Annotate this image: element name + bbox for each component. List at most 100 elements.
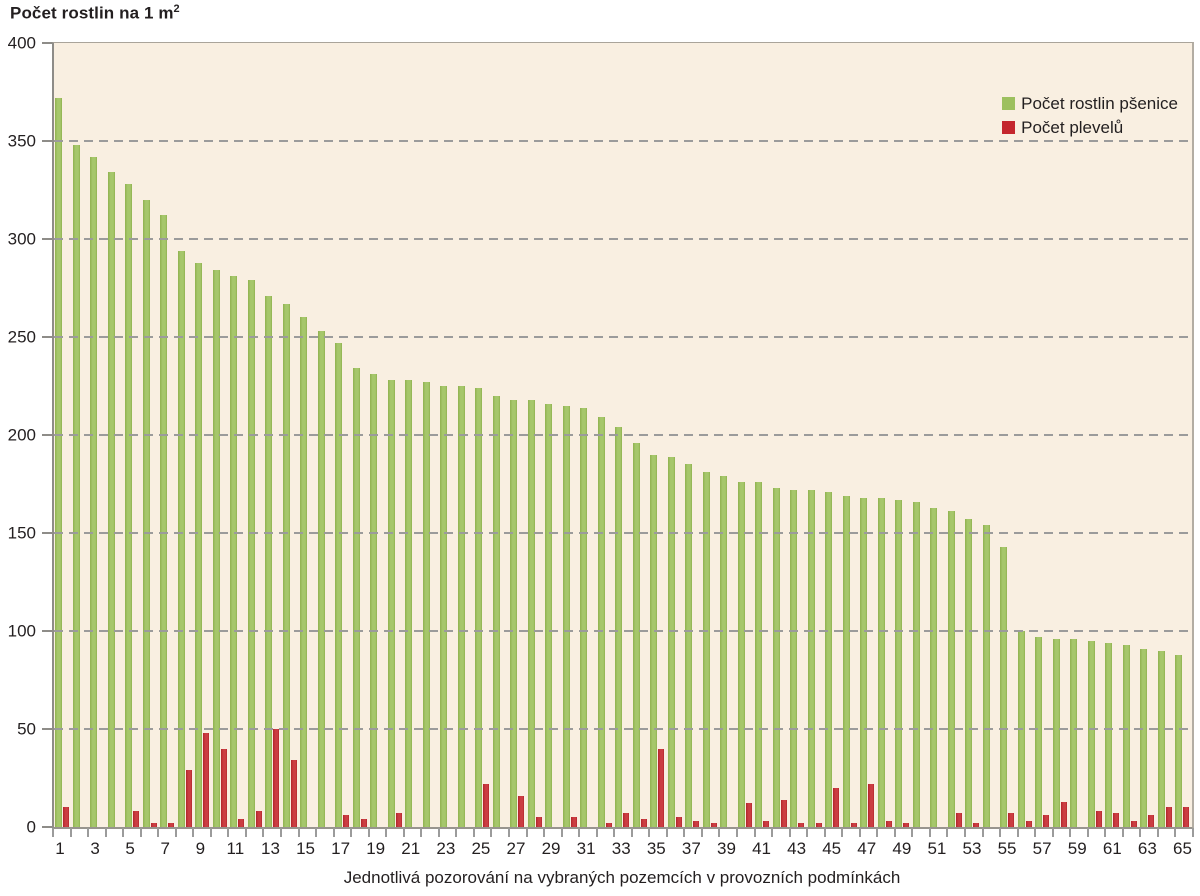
x-tick-mark [964, 828, 966, 837]
x-tick-mark [876, 828, 879, 837]
x-tick-mark [280, 828, 282, 837]
weed-bar [483, 783, 489, 827]
wheat-bar [772, 487, 780, 827]
observation-group [649, 43, 667, 827]
wheat-bar [982, 525, 990, 827]
x-tick-mark [630, 828, 633, 837]
observation-group [912, 43, 930, 827]
x-tick-mark [69, 828, 72, 837]
observation-group [54, 43, 72, 827]
x-tick-mark [122, 828, 125, 837]
observation-group [982, 43, 1000, 827]
observation-group [614, 43, 632, 827]
wheat-bar [475, 387, 482, 827]
weed-bar [885, 821, 892, 827]
weed-bar [868, 783, 874, 827]
wheat-bar [667, 456, 675, 827]
observation-group [562, 43, 580, 827]
observation-group [89, 43, 107, 827]
x-tick-label: 29 [541, 839, 561, 858]
observation-group [999, 43, 1017, 827]
x-tick-mark [788, 828, 791, 837]
observation-group [107, 43, 125, 827]
chart-title-text: Počet rostlin na 1 m [10, 3, 174, 23]
y-tick-mark [42, 140, 52, 142]
weeds-swatch-icon [1002, 121, 1016, 135]
gridline [54, 728, 1192, 730]
x-tick-mark [192, 828, 195, 837]
observation-group [1104, 43, 1122, 827]
weed-bar [290, 760, 297, 827]
wheat-bar [1122, 644, 1130, 827]
observation-group [702, 43, 720, 827]
x-tick-mark [367, 828, 370, 837]
x-tick-mark [490, 828, 493, 837]
weed-bar [675, 817, 682, 827]
weed-bar [763, 821, 769, 827]
weed-bar [168, 823, 174, 827]
wheat-bar [247, 280, 255, 827]
wheat-bar [440, 386, 447, 827]
x-tick-label: 1 [55, 839, 65, 858]
x-tick-mark [139, 828, 142, 837]
x-tick-mark [1051, 828, 1054, 837]
x-tick-label: 45 [822, 839, 842, 858]
wheat-bar [1105, 642, 1112, 827]
weed-bar [623, 813, 629, 827]
x-tick-label: 55 [997, 839, 1017, 858]
y-tick-mark [42, 826, 52, 828]
weed-bar [903, 823, 909, 827]
wheat-bar [212, 270, 220, 827]
wheat-bar [615, 427, 622, 827]
wheat-bar [650, 454, 657, 827]
x-tick-mark [525, 828, 528, 837]
chart-title-superscript: 2 [173, 3, 180, 15]
wheat-bar [90, 156, 97, 827]
wheat-bar [737, 482, 745, 827]
weed-bar [343, 815, 349, 827]
x-tick-label: 49 [892, 839, 912, 858]
x-tick-label: 63 [1137, 839, 1157, 858]
x-tick-label: 57 [1032, 839, 1052, 858]
weed-bar [1095, 811, 1102, 827]
y-tick-label: 100 [7, 621, 36, 641]
x-tick-label: 59 [1067, 839, 1087, 858]
wheat-bar [842, 495, 850, 827]
x-tick-mark [174, 828, 177, 837]
observation-group [667, 43, 685, 827]
wheat-bar [580, 407, 587, 827]
x-tick-mark [209, 828, 212, 837]
weed-bar [605, 823, 612, 827]
observation-group [1052, 43, 1070, 827]
x-tick-label: 25 [471, 839, 491, 858]
wheat-bar [685, 464, 692, 827]
y-tick-mark [42, 336, 52, 338]
observation-group [737, 43, 755, 827]
wheat-bar [965, 519, 972, 827]
observation-group [299, 43, 317, 827]
x-tick-label: 5 [125, 839, 135, 858]
weed-bar [1183, 807, 1189, 827]
observation-group [597, 43, 615, 827]
weed-bar [518, 795, 524, 827]
weed-bar [535, 817, 542, 827]
x-tick-mark [437, 828, 440, 837]
x-tick-mark [806, 828, 809, 837]
x-tick-label: 41 [752, 839, 771, 858]
weed-bar [640, 819, 647, 827]
x-tick-mark [981, 828, 984, 837]
x-tick-mark [332, 828, 335, 837]
x-tick-label: 21 [401, 839, 421, 858]
x-tick-mark [402, 828, 405, 837]
wheat-bar [352, 368, 360, 827]
observation-group [754, 43, 772, 827]
wheat-bar [510, 399, 517, 827]
observation-group [877, 43, 895, 827]
x-tick-mark [508, 828, 510, 837]
x-tick-mark [350, 828, 353, 837]
x-tick-mark [297, 828, 300, 837]
x-tick-mark [1192, 828, 1194, 837]
observation-group [72, 43, 90, 827]
x-tick-mark [700, 828, 703, 837]
observation-group [789, 43, 807, 827]
